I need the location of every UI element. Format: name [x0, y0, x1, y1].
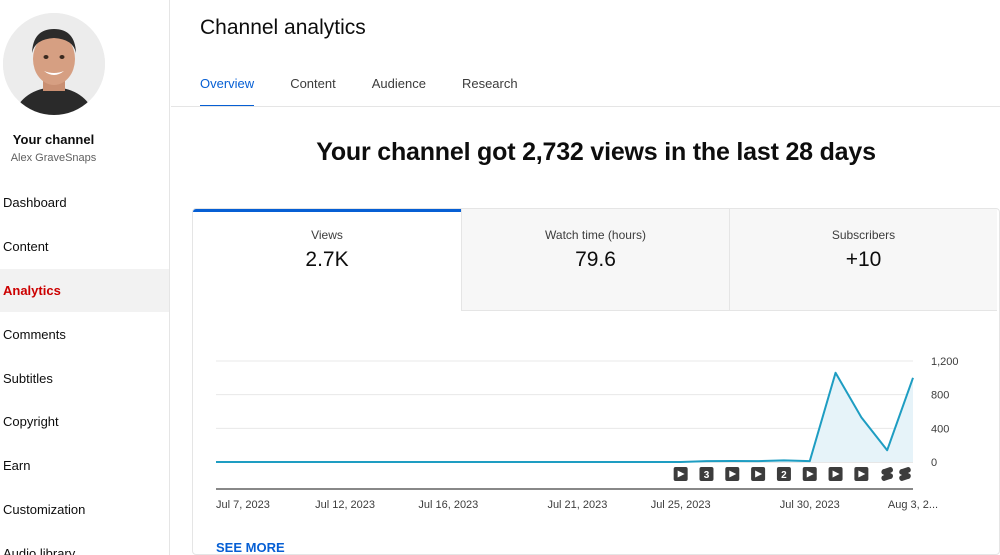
metrics-card: Views 2.7K Watch time (hours) 79.6 Subscribe… [192, 208, 1000, 555]
y-tick-label: 400 [931, 423, 949, 435]
x-tick-label: Jul 7, 2023 [216, 499, 270, 511]
y-tick-label: 800 [931, 390, 949, 402]
sidebar-item-analytics[interactable]: Analytics [0, 268, 169, 313]
sidebar-item-comments[interactable]: Comments [3, 326, 66, 342]
y-tick-label: 1,200 [931, 356, 959, 368]
page-title: Channel analytics [200, 16, 366, 39]
summary-headline: Your channel got 2,732 views in the last… [316, 138, 876, 166]
metric-label: Watch time (hours) [545, 228, 646, 242]
sidebar-item-audio-library[interactable]: Audio library [3, 545, 76, 555]
sidebar-item-copyright[interactable]: Copyright [3, 414, 59, 430]
metric-tab-views[interactable]: Views 2.7K [193, 209, 461, 311]
views-area [216, 372, 913, 462]
metric-label: Subscribers [831, 228, 896, 242]
views-line [216, 371, 914, 463]
x-tick-label: Jul 25, 2023 [651, 499, 711, 511]
sidebar-item-earn[interactable]: Earn [3, 458, 31, 474]
y-tick-label: 0 [931, 457, 937, 469]
see-more-link[interactable]: SEE MORE [216, 540, 285, 555]
tab-audience[interactable]: Audience [371, 76, 426, 91]
sidebar-item-dashboard[interactable]: Dashboard [3, 195, 67, 211]
video-count-badge[interactable] [699, 467, 714, 481]
shorts-icon[interactable] [881, 467, 893, 481]
play-glyph [858, 470, 866, 478]
tab-overview[interactable]: Overview [200, 62, 255, 107]
tab-content[interactable]: Content [290, 76, 336, 91]
metric-tab-subscribers[interactable]: Subscribers +10 [729, 209, 997, 311]
x-tick-label: Jul 12, 2023 [315, 499, 375, 511]
play-glyph [677, 470, 685, 478]
metric-tab-watch[interactable]: Watch time (hours) 79.6 [461, 209, 729, 311]
metric-value: +10 [845, 248, 882, 271]
analytics-tabs: Overview Content Audience Research [200, 62, 554, 107]
metric-value: 79.6 [575, 248, 616, 271]
sidebar-item-content[interactable]: Content [3, 239, 49, 255]
views-chart: 0 400 800 1,200 3 2 Jul 7, 2023 Jul 12, 2023 Jul… [216, 356, 959, 511]
sidebar: Your channel Alex GraveSnaps Dashboard Co… [0, 0, 170, 555]
metric-value: 2.7K [305, 248, 349, 271]
avatar-photo [3, 13, 105, 115]
play-glyph [729, 470, 737, 478]
sidebar-item-subtitles[interactable]: Subtitles [3, 370, 53, 386]
play-glyph [755, 470, 763, 478]
play-glyph [806, 470, 814, 478]
channel-name: Alex GraveSnaps [10, 152, 97, 164]
x-tick-label: Aug 3, 2... [888, 499, 938, 511]
sidebar-item-customization[interactable]: Customization [3, 501, 86, 517]
tab-research[interactable]: Research [461, 76, 518, 91]
video-count-label: 3 [704, 470, 710, 481]
avatar[interactable] [3, 13, 105, 115]
video-count-label: 2 [781, 470, 787, 481]
your-channel-label: Your channel [12, 132, 95, 147]
shorts-icon[interactable] [899, 467, 911, 481]
x-tick-label: Jul 21, 2023 [547, 499, 607, 511]
x-tick-label: Jul 16, 2023 [418, 499, 478, 511]
metric-tabs: Views 2.7K Watch time (hours) 79.6 Subscribe… [193, 209, 999, 311]
sidebar-nav: Dashboard Content Analytics Comments Subtitl… [0, 181, 169, 555]
play-glyph [832, 470, 840, 478]
x-tick-label: Jul 30, 2023 [780, 499, 840, 511]
header-divider [171, 106, 1000, 107]
metric-label: Views [311, 228, 343, 242]
video-count-badge[interactable] [776, 467, 791, 481]
